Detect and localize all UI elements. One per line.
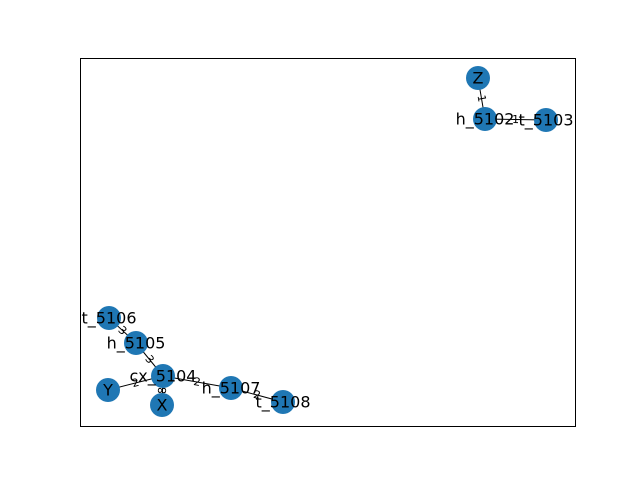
node-circle-x (150, 393, 174, 417)
node-label-z: Z (473, 69, 484, 88)
edge-label-h-5102-t-5103: 1 (512, 113, 519, 126)
node-label-t-5106: t_5106 (82, 309, 137, 329)
edge-label-cx-5104-h-5107: 2 (192, 375, 201, 389)
node-t-5108: t_5108 (256, 390, 311, 414)
node-label-h-5107: h_5107 (202, 379, 261, 399)
node-circle-t-5103 (534, 108, 558, 132)
node-circle-t-5108 (271, 390, 295, 414)
node-circle-h-5107 (219, 376, 243, 400)
node-label-y: Y (102, 381, 113, 400)
node-circle-z (466, 66, 490, 90)
node-circle-y (96, 378, 120, 402)
node-cx-5104: cx_5104 (130, 364, 197, 388)
node-label-x: X (157, 396, 168, 415)
node-label-cx-5104: cx_5104 (130, 367, 197, 387)
node-label-h-5102: h_5102 (456, 110, 515, 130)
edge-label-h-5107-t-5108: 2 (252, 388, 262, 402)
node-label-h-5105: h_5105 (107, 334, 166, 354)
node-circle-cx-5104 (151, 364, 175, 388)
node-x: X (150, 393, 174, 417)
edge-label-cx-5104-x: 8 (156, 387, 169, 394)
edge-label-z-h-5102: 1 (475, 94, 489, 103)
node-t-5106: t_5106 (82, 306, 137, 330)
node-circle-h-5102 (473, 107, 497, 131)
edge-label-h-5105-cx-5104: 3 (142, 353, 156, 367)
node-y: Y (96, 378, 120, 402)
node-label-t-5103: t_5103 (519, 111, 574, 131)
node-z: Z (466, 66, 490, 90)
edge-label-y-cx-5104: 2 (131, 376, 141, 390)
nodes-layer: Zh_5102 t_5103 t_5106 h_5105 cx_5104 Y Xh_5107… (82, 66, 574, 417)
plot-frame (80, 58, 576, 427)
node-circle-h-5105 (124, 331, 148, 355)
node-circle-t-5106 (97, 306, 121, 330)
node-h-5107: h_5107 (202, 376, 261, 400)
node-h-5105: h_5105 (107, 331, 166, 355)
node-label-t-5108: t_5108 (256, 393, 311, 413)
node-t-5103: t_5103 (519, 108, 574, 132)
node-h-5102: h_5102 (456, 107, 515, 131)
